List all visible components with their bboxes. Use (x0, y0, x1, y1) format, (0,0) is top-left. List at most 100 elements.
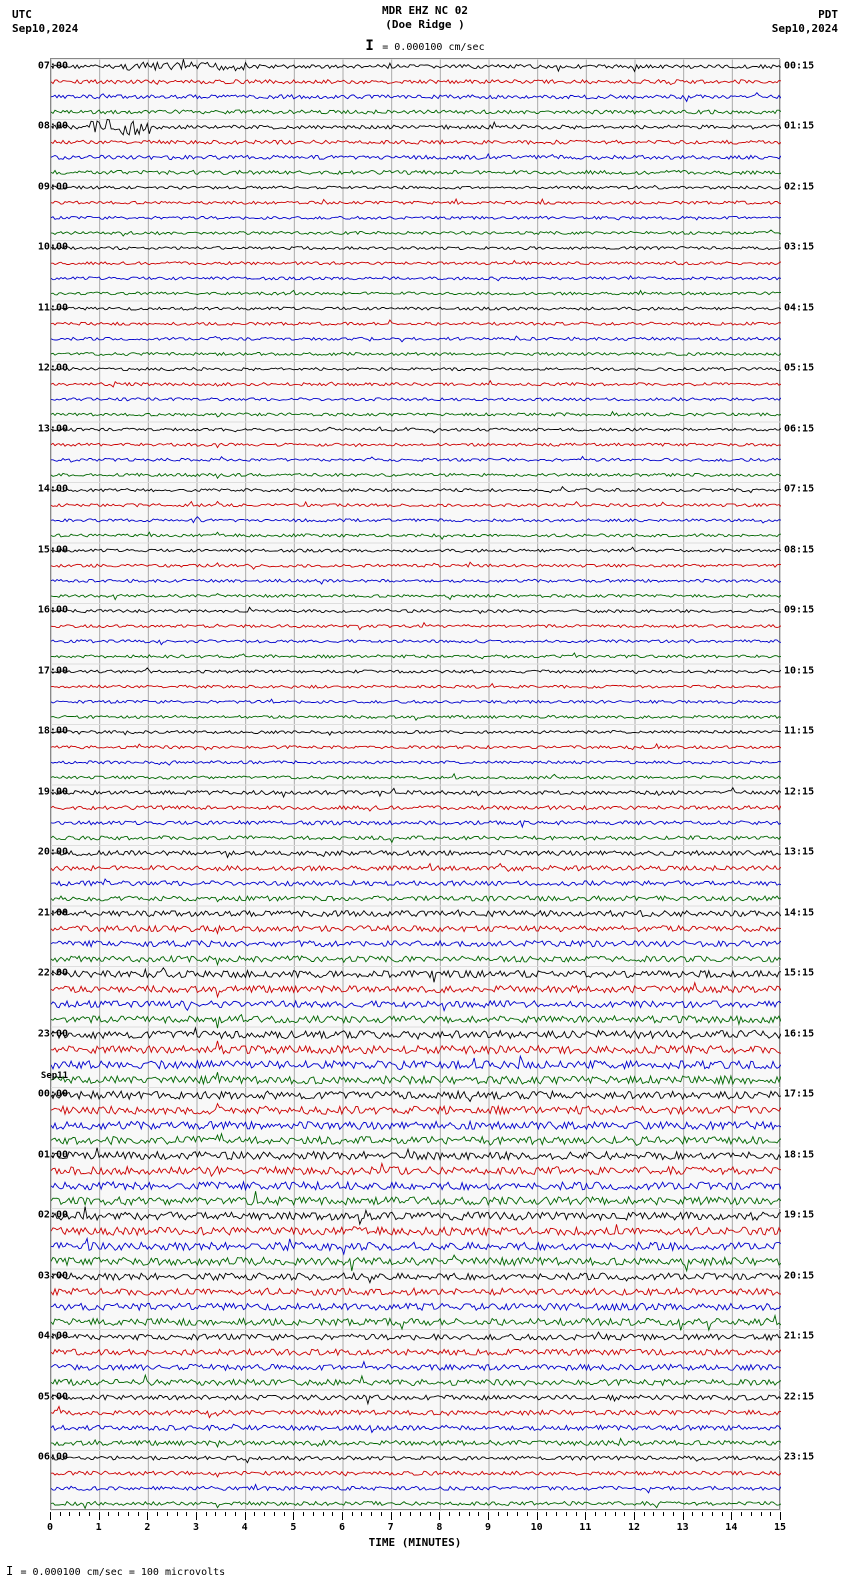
station-code: MDR EHZ NC 02 (382, 4, 468, 18)
trace-line (51, 896, 781, 902)
utc-hour-label: 02:00 (38, 1210, 68, 1221)
trace-line (51, 473, 781, 478)
trace-line (51, 1439, 781, 1447)
pdt-hour-label: 20:15 (784, 1270, 814, 1281)
left-date: Sep10,2024 (12, 22, 78, 36)
trace-line (51, 879, 781, 886)
pdt-hour-label: 15:15 (784, 968, 814, 979)
x-tick-label: 4 (242, 1522, 248, 1533)
x-tick-label: 9 (485, 1522, 491, 1533)
trace-line (51, 806, 781, 811)
header: UTC Sep10,2024 MDR EHZ NC 02 (Doe Ridge … (0, 0, 850, 56)
trace-line (51, 1164, 781, 1177)
pdt-hour-label: 02:15 (784, 181, 814, 192)
trace-line (51, 968, 781, 983)
trace-line (51, 926, 781, 934)
trace-line (51, 562, 781, 569)
trace-line (51, 668, 781, 674)
right-tz: PDT (772, 8, 838, 22)
trace-line (51, 864, 781, 872)
utc-hour-label: 07:00 (38, 60, 68, 71)
trace-line (51, 140, 781, 144)
pdt-hour-label: 06:15 (784, 423, 814, 434)
trace-line (51, 623, 781, 630)
trace-line (51, 1028, 781, 1039)
trace-line (51, 653, 781, 659)
trace-line (51, 744, 781, 750)
x-tick-label: 0 (47, 1522, 53, 1533)
trace-line (51, 1072, 781, 1084)
trace-line (51, 761, 781, 765)
x-tick-label: 13 (677, 1522, 689, 1533)
trace-line (51, 487, 781, 493)
utc-hour-label: 03:00 (38, 1270, 68, 1281)
trace-line (51, 1395, 781, 1404)
right-date: Sep10,2024 (772, 22, 838, 36)
trace-line (51, 1134, 781, 1146)
trace-line (51, 851, 781, 858)
trace-line (51, 1362, 781, 1371)
pdt-hour-label: 05:15 (784, 363, 814, 374)
pdt-hour-label: 04:15 (784, 302, 814, 313)
trace-line (51, 353, 781, 356)
trace-line (51, 1015, 781, 1028)
x-axis-title: TIME (MINUTES) (369, 1536, 462, 1549)
trace-line (51, 336, 781, 342)
trace-line (51, 216, 781, 220)
utc-hour-label: 15:00 (38, 544, 68, 555)
utc-hour-label: 00:00 (38, 1089, 68, 1100)
utc-hour-label: 22:00 (38, 968, 68, 979)
trace-line (51, 547, 781, 552)
utc-hour-label: 04:00 (38, 1331, 68, 1342)
pdt-hour-label: 18:15 (784, 1149, 814, 1160)
pdt-hour-label: 16:15 (784, 1028, 814, 1039)
trace-line (51, 247, 781, 250)
x-tick-label: 14 (725, 1522, 737, 1533)
trace-line (51, 1471, 781, 1477)
utc-hour-label: 09:00 (38, 181, 68, 192)
utc-hour-label: 20:00 (38, 847, 68, 858)
trace-line (51, 1485, 781, 1493)
trace-line (51, 594, 781, 600)
x-tick-label: 7 (388, 1522, 394, 1533)
trace-line (51, 1121, 781, 1129)
pdt-hour-label: 03:15 (784, 242, 814, 253)
x-axis: TIME (MINUTES) 0123456789101112131415 (50, 1512, 780, 1552)
trace-line (51, 532, 781, 539)
trace-line (51, 579, 781, 584)
trace-line (51, 517, 781, 523)
utc-hour-label: 19:00 (38, 786, 68, 797)
trace-line (51, 1148, 781, 1160)
utc-hour-label: 10:00 (38, 242, 68, 253)
trace-line (51, 59, 781, 71)
trace-line (51, 910, 781, 917)
trace-line (51, 1303, 781, 1310)
trace-line (51, 1407, 781, 1418)
trace-line (51, 1501, 781, 1508)
trace-line (51, 1104, 781, 1115)
trace-line (51, 640, 781, 645)
x-tick-label: 11 (579, 1522, 591, 1533)
trace-line (51, 1091, 781, 1101)
trace-line (51, 1207, 781, 1225)
trace-line (51, 1224, 781, 1235)
pdt-hour-label: 10:15 (784, 665, 814, 676)
trace-line (51, 731, 781, 736)
trace-line (51, 788, 781, 797)
trace-line (51, 307, 781, 310)
seismogram-plot (50, 58, 780, 1510)
trace-line (51, 93, 781, 102)
utc-hour-label: 14:00 (38, 484, 68, 495)
header-left: UTC Sep10,2024 (12, 8, 78, 37)
trace-line (51, 1424, 781, 1432)
utc-hour-label: 06:00 (38, 1452, 68, 1463)
pdt-hour-label: 08:15 (784, 544, 814, 555)
utc-hour-label: 11:00 (38, 302, 68, 313)
trace-line (51, 836, 781, 843)
pdt-hour-label: 00:15 (784, 60, 814, 71)
trace-line (51, 983, 781, 997)
header-right: PDT Sep10,2024 (772, 8, 838, 37)
footer-scale: I = 0.000100 cm/sec = 100 microvolts (6, 1564, 225, 1578)
trace-line (51, 1456, 781, 1463)
trace-line (51, 1332, 781, 1340)
